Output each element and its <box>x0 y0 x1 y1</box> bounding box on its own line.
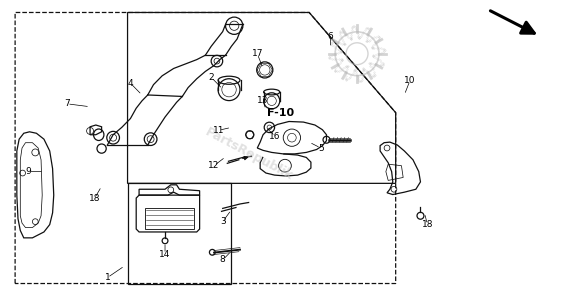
Text: 18: 18 <box>421 220 433 229</box>
Text: F-10: F-10 <box>267 108 294 118</box>
Text: 3: 3 <box>220 217 225 226</box>
Text: PartsRepublik: PartsRepublik <box>202 125 295 183</box>
Text: 18: 18 <box>89 194 101 202</box>
Text: 4: 4 <box>128 79 134 88</box>
Text: 14: 14 <box>160 250 171 259</box>
Text: 1: 1 <box>105 273 110 282</box>
Text: 8: 8 <box>220 255 225 264</box>
Text: 5: 5 <box>318 144 324 152</box>
Text: 2: 2 <box>208 73 214 82</box>
Text: 6: 6 <box>328 32 334 41</box>
Text: 11: 11 <box>213 126 224 135</box>
Text: 7: 7 <box>64 99 70 108</box>
Text: 13: 13 <box>257 96 269 105</box>
Text: 12: 12 <box>208 161 220 170</box>
Text: 16: 16 <box>269 132 281 141</box>
Text: 10: 10 <box>405 76 416 85</box>
Text: 17: 17 <box>251 49 263 58</box>
Text: 9: 9 <box>25 167 31 176</box>
